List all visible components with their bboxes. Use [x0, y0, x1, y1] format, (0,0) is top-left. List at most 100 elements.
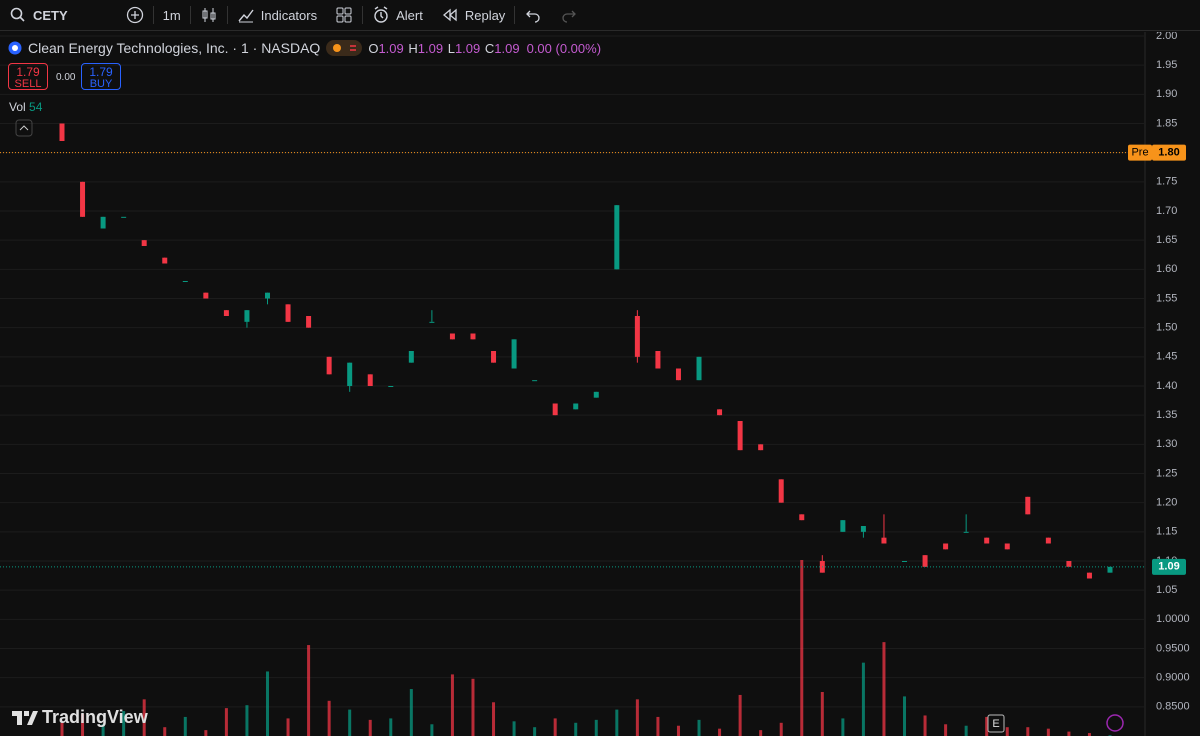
candle-body: [902, 561, 908, 562]
y-tick-label: 1.60: [1156, 263, 1177, 275]
candle-body: [634, 316, 640, 357]
volume-bar: [615, 709, 619, 736]
volume-bar: [327, 700, 331, 736]
y-tick-label: 1.15: [1156, 526, 1177, 538]
volume-bar: [348, 709, 352, 736]
sell-button[interactable]: 1.79 SELL: [8, 63, 48, 90]
volume-bar: [512, 721, 516, 736]
collapse-button[interactable]: [15, 119, 33, 137]
volume-bar: [409, 689, 413, 736]
volume-bar: [635, 699, 639, 736]
y-tick-label: 1.55: [1156, 292, 1177, 304]
y-tick-label: 1.25: [1156, 467, 1177, 479]
chart: 2.00 1.95 1.90 1.85 1.80 1.75 1.70 1.65 1.60 1.55…: [0, 32, 1190, 736]
candle-body: [1107, 566, 1113, 573]
candle-body: [306, 316, 312, 328]
ohlc-item: O1.09: [368, 41, 403, 56]
y-tick-label: 1.05: [1156, 584, 1177, 596]
volume-bar: [779, 722, 783, 736]
candle-body: [470, 333, 476, 340]
logo: TradingView: [12, 707, 149, 727]
event-marker[interactable]: [987, 714, 1005, 733]
candle-body: [264, 292, 270, 299]
market-status: [326, 40, 363, 56]
redo[interactable]: [551, 0, 587, 31]
candle-body: [347, 362, 353, 386]
buy-label: BUY: [89, 78, 113, 90]
candle-body: [429, 321, 435, 323]
candle-body: [737, 421, 743, 451]
volume-bar: [923, 715, 927, 736]
indicators-label: Indicators: [260, 7, 318, 23]
candle-body: [860, 526, 866, 532]
candle-body: [675, 368, 681, 381]
volume-bar: [450, 674, 454, 736]
price-tag-bg: [1128, 144, 1152, 161]
assistant-icon[interactable]: [1106, 714, 1124, 732]
y-tick-label: 1.35: [1156, 409, 1177, 421]
interval[interactable]: 1m: [154, 0, 190, 31]
indicators[interactable]: Indicators: [228, 0, 326, 31]
candle-body: [141, 240, 147, 246]
candle-body: [984, 537, 990, 544]
candle-body: [203, 292, 209, 299]
volume-bar: [1067, 731, 1071, 736]
volume-bar: [224, 708, 228, 736]
volume-bar: [820, 692, 824, 736]
candle-body: [408, 351, 414, 363]
layouts[interactable]: [326, 0, 362, 31]
ohlc-value: 1.09: [494, 40, 520, 56]
ohlc-key: L: [447, 40, 455, 56]
ohlc-legend: O1.09 H1.09 L1.09 C1.09: [368, 41, 520, 56]
volume-bar: [985, 716, 989, 736]
candle-body: [573, 403, 579, 410]
buy-price: 1.79: [89, 65, 113, 79]
y-tick-label: 1.0000: [1156, 613, 1190, 625]
ohlc-key: C: [484, 40, 495, 56]
replay[interactable]: Replay: [432, 0, 514, 31]
candle-body: [100, 216, 106, 229]
candle-body: [532, 380, 538, 382]
symbol-search[interactable]: CETY: [0, 0, 77, 31]
volume-bar: [492, 702, 496, 736]
volume-bar: [718, 728, 722, 736]
volume-value: 54: [29, 100, 43, 114]
volume-bar: [533, 727, 537, 736]
ohlc-value: 1.09: [378, 40, 404, 56]
candle-body: [449, 333, 455, 340]
y-tick-label: 0.9500: [1156, 642, 1190, 654]
volume-bar: [553, 718, 557, 736]
volume-bar: [142, 699, 146, 736]
volume-bar: [594, 719, 598, 736]
interval-label: 1m: [162, 7, 181, 23]
y-tick-label: 1.50: [1156, 322, 1177, 334]
y-tick-label: 1.30: [1156, 438, 1177, 450]
volume-bar: [903, 696, 907, 736]
volume-bar: [841, 718, 845, 736]
undo[interactable]: [515, 0, 551, 31]
price-tag-value: 1.80: [1158, 147, 1179, 159]
symbol-header: Clean Energy Technologies, Inc. · 1 · NA…: [8, 40, 601, 56]
volume-bar: [656, 716, 660, 736]
ohlc-item: H1.09: [408, 41, 443, 56]
candle-body: [963, 531, 969, 533]
candle-body: [491, 351, 497, 363]
candle-body: [840, 520, 846, 532]
y-tick-label: 1.85: [1156, 117, 1177, 129]
candle-body: [326, 356, 332, 375]
alert[interactable]: Alert: [363, 0, 432, 31]
volume-bar: [1005, 727, 1009, 736]
volume-bar: [430, 724, 434, 736]
candle-body: [367, 374, 373, 386]
chart-type[interactable]: [191, 0, 227, 31]
ohlc-value: 1.09: [417, 40, 444, 56]
volume-bar: [574, 722, 578, 736]
alert-label: Alert: [396, 7, 423, 23]
buy-button[interactable]: 1.79 BUY: [81, 63, 121, 90]
candle-body: [717, 409, 723, 416]
candle-body: [388, 386, 394, 387]
y-tick-label: 0.8500: [1156, 701, 1190, 713]
candle-body: [285, 304, 291, 322]
sell-label: SELL: [14, 78, 42, 90]
add-symbol[interactable]: [117, 0, 153, 31]
